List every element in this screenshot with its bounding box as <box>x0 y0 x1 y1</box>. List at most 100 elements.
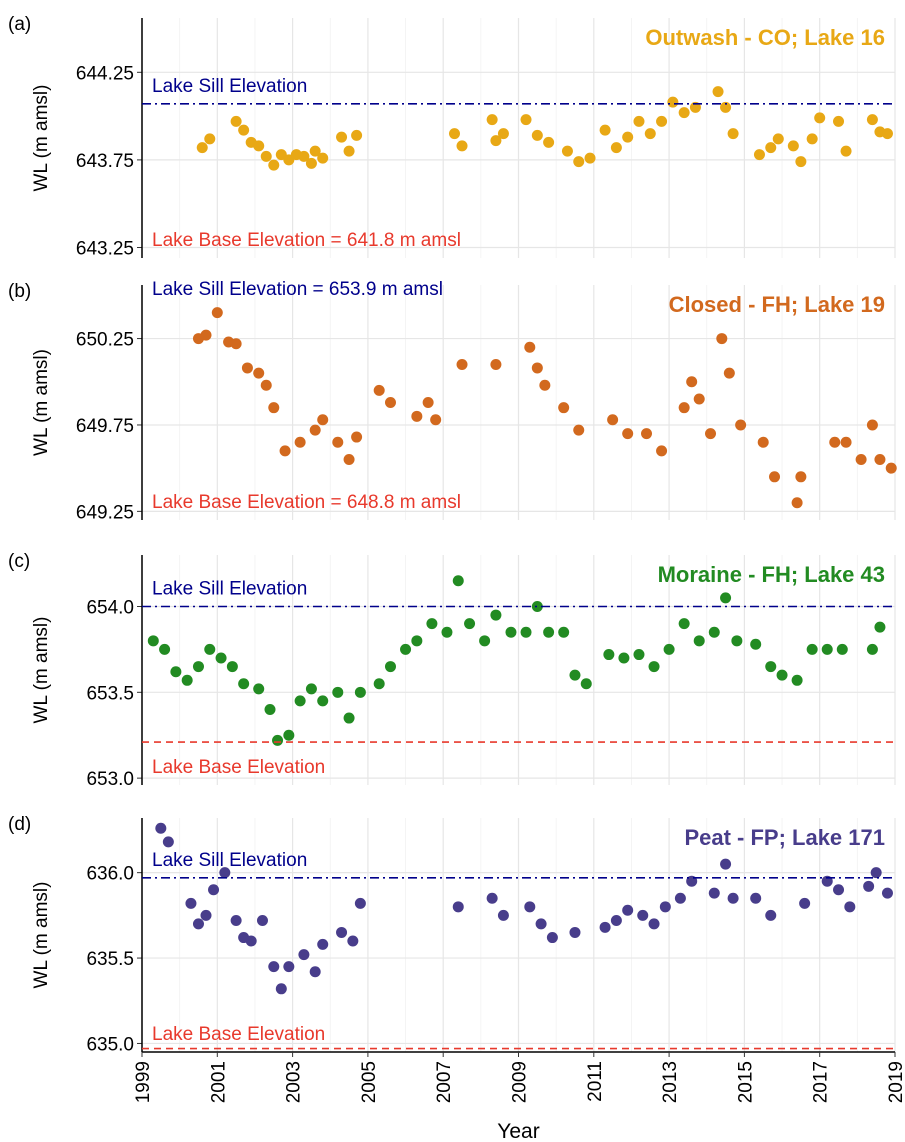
point <box>731 635 743 647</box>
point <box>185 897 197 909</box>
point <box>603 649 615 661</box>
point <box>268 159 280 171</box>
point <box>663 643 675 655</box>
point <box>204 133 216 145</box>
point <box>765 909 777 921</box>
point <box>336 926 348 938</box>
point <box>272 734 284 746</box>
point <box>727 128 739 140</box>
point <box>354 686 366 698</box>
point <box>584 152 596 164</box>
point <box>561 145 573 157</box>
y-tick-label: 635.5 <box>86 949 134 970</box>
y-tick-label: 653.0 <box>86 769 134 790</box>
y-axis-label: WL (m amsl) <box>31 85 52 192</box>
point <box>275 983 287 995</box>
point <box>456 358 468 370</box>
point <box>622 428 634 440</box>
base-label: Lake Base Elevation = 641.8 m amsl <box>152 230 461 251</box>
point <box>806 643 818 655</box>
point <box>238 124 250 136</box>
x-tick-label: 1999 <box>133 1061 154 1103</box>
point <box>678 107 690 119</box>
point <box>531 362 543 374</box>
x-tick-label: 2009 <box>510 1061 531 1103</box>
point <box>866 114 878 126</box>
point <box>373 678 385 690</box>
y-tick-label: 649.75 <box>76 416 134 437</box>
point <box>539 379 551 391</box>
point <box>298 150 310 162</box>
panel-title: Moraine - FH; Lake 43 <box>658 562 885 587</box>
point <box>757 436 769 448</box>
y-axis-label: WL (m amsl) <box>31 617 52 724</box>
point <box>486 114 498 126</box>
sill-label: Lake Sill Elevation <box>152 76 307 97</box>
panel-label: (c) <box>8 551 30 572</box>
point <box>309 966 321 978</box>
point <box>885 462 897 474</box>
point <box>317 938 329 950</box>
point <box>720 858 732 870</box>
y-tick-label: 635.0 <box>86 1034 134 1055</box>
point <box>256 914 268 926</box>
point <box>720 592 732 604</box>
point <box>351 129 363 141</box>
point <box>543 136 555 148</box>
point <box>769 471 781 483</box>
point <box>279 445 291 457</box>
point <box>422 397 434 408</box>
point <box>283 729 295 741</box>
y-tick-label: 653.5 <box>86 683 134 704</box>
x-tick-label: 2011 <box>585 1061 606 1102</box>
point <box>181 674 193 686</box>
point <box>373 384 385 396</box>
point <box>354 897 366 909</box>
point <box>659 901 671 913</box>
point <box>253 683 265 695</box>
point <box>230 338 242 350</box>
point <box>569 926 581 938</box>
point <box>464 618 476 630</box>
point <box>648 918 660 930</box>
point <box>610 914 622 926</box>
point <box>776 669 788 681</box>
point <box>347 935 359 947</box>
point <box>641 428 653 440</box>
x-tick-label: 2005 <box>359 1061 380 1103</box>
x-tick-label: 2001 <box>208 1061 229 1103</box>
point <box>253 140 265 152</box>
point <box>336 131 348 143</box>
point <box>844 901 856 913</box>
point <box>633 115 645 127</box>
point <box>230 115 242 127</box>
point <box>753 149 765 161</box>
panel-title: Peat - FP; Lake 171 <box>684 825 885 850</box>
panel-label: (d) <box>8 814 31 835</box>
point <box>633 649 645 661</box>
point <box>765 142 777 154</box>
point <box>230 914 242 926</box>
point <box>317 152 329 164</box>
point <box>208 884 220 896</box>
point <box>283 961 295 973</box>
point <box>400 643 412 655</box>
point <box>253 367 265 379</box>
point <box>765 661 777 673</box>
point <box>866 419 878 431</box>
panel-label: (b) <box>8 281 31 302</box>
y-tick-label: 654.0 <box>86 597 134 618</box>
y-tick-label: 650.25 <box>76 330 134 351</box>
point <box>546 932 558 944</box>
point <box>821 643 833 655</box>
point <box>573 156 585 168</box>
x-tick-label: 2007 <box>434 1061 455 1103</box>
point <box>531 129 543 141</box>
point <box>192 918 204 930</box>
point <box>264 703 276 715</box>
point <box>520 626 532 638</box>
point <box>524 901 536 913</box>
x-tick-label: 2015 <box>735 1061 756 1103</box>
point <box>870 867 882 879</box>
